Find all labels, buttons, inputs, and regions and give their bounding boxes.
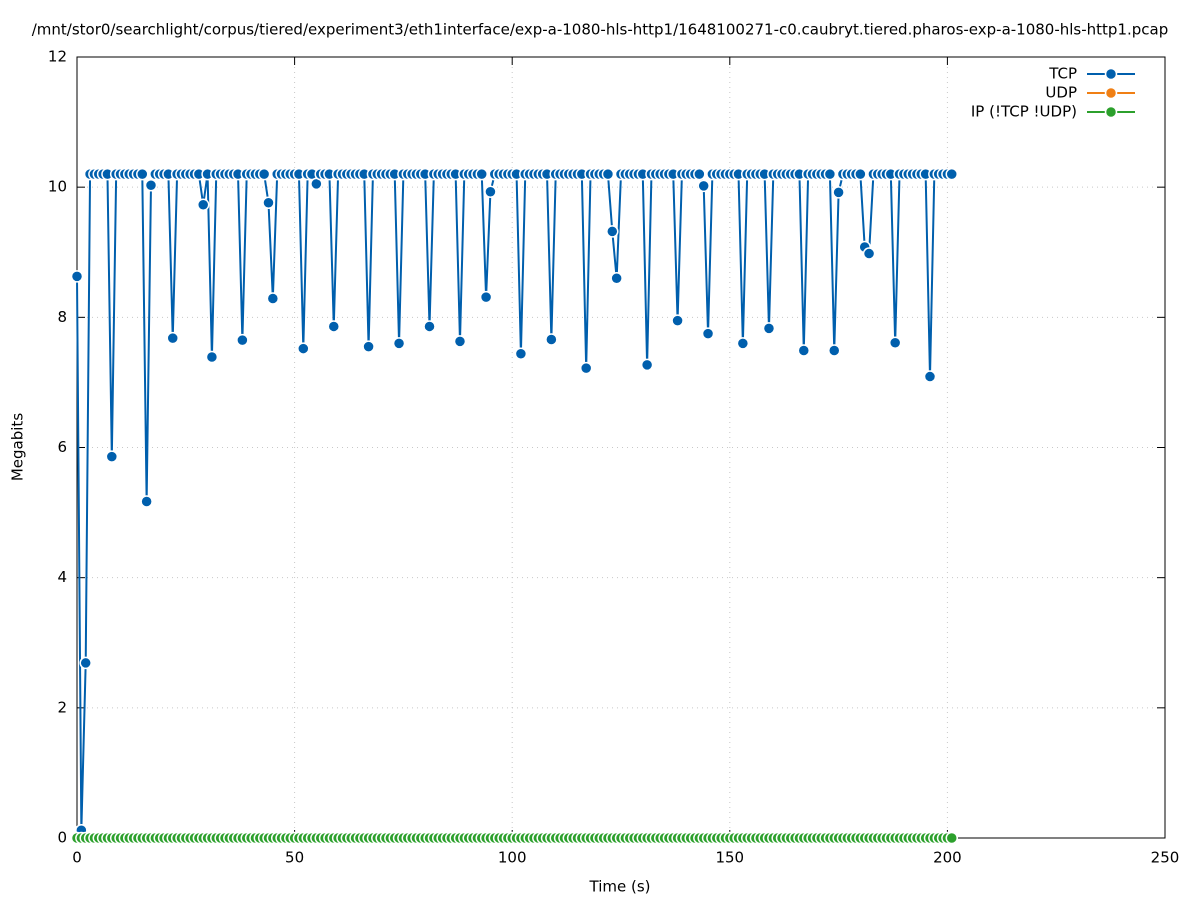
data-point	[736, 337, 750, 350]
data-point	[327, 320, 341, 333]
legend-marker	[1104, 105, 1118, 119]
data-point	[196, 198, 210, 211]
y-tick-label: 8	[57, 308, 67, 326]
data-point	[205, 350, 219, 364]
data-point	[262, 196, 275, 210]
data-point	[140, 495, 153, 508]
data-point	[105, 450, 119, 463]
y-tick-label: 0	[57, 829, 67, 847]
data-point	[923, 370, 937, 383]
data-point	[475, 167, 488, 181]
y-tick-label: 6	[57, 438, 67, 456]
data-point	[671, 314, 684, 327]
data-point	[945, 831, 959, 845]
data-point	[453, 335, 467, 348]
data-point	[693, 167, 706, 181]
data-point	[697, 179, 710, 193]
data-point	[479, 290, 493, 304]
data-point	[79, 656, 92, 670]
data-point	[945, 167, 959, 181]
data-point	[640, 358, 654, 372]
x-tick-label: 100	[498, 849, 527, 867]
data-point	[70, 270, 84, 283]
y-axis-label: Megabits	[9, 413, 27, 481]
data-point	[610, 272, 623, 285]
data-point	[297, 342, 310, 355]
legend-label: IP (!TCP !UDP)	[971, 103, 1077, 121]
data-point	[514, 347, 528, 361]
data-point	[257, 167, 271, 181]
x-tick-label: 150	[715, 849, 744, 867]
legend-marker	[1104, 67, 1118, 81]
data-point	[797, 344, 811, 357]
data-point	[701, 327, 715, 340]
y-tick-label: 12	[48, 48, 67, 66]
data-point	[606, 225, 619, 238]
x-tick-label: 250	[1151, 849, 1180, 867]
x-tick-label: 50	[285, 849, 304, 867]
series-line	[76, 173, 952, 831]
data-point	[827, 344, 841, 357]
data-point	[888, 336, 902, 349]
legend-label: UDP	[1045, 84, 1077, 102]
data-point	[762, 322, 776, 335]
x-axis-label: Time (s)	[589, 878, 651, 896]
x-tick-label: 0	[72, 849, 82, 867]
series	[70, 167, 959, 837]
y-tick-label: 10	[48, 178, 67, 196]
data-point	[362, 340, 375, 353]
data-point	[484, 185, 497, 198]
data-point	[862, 247, 876, 260]
data-point	[545, 333, 558, 346]
data-point	[423, 320, 436, 333]
data-point	[823, 167, 837, 181]
data-point	[854, 167, 867, 181]
legend-marker	[1104, 86, 1118, 100]
data-point	[166, 331, 179, 345]
data-point	[266, 292, 280, 305]
data-point	[236, 333, 249, 347]
series	[70, 831, 959, 845]
legend-label: TCP	[1048, 65, 1077, 83]
data-point	[601, 167, 615, 181]
data-point	[136, 167, 149, 181]
data-point	[832, 186, 845, 199]
data-point	[579, 361, 593, 375]
data-point	[144, 178, 158, 192]
chart-title: /mnt/stor0/searchlight/corpus/tiered/exp…	[32, 21, 1169, 39]
y-tick-label: 2	[57, 698, 67, 716]
x-tick-label: 200	[933, 849, 962, 867]
y-tick-label: 4	[57, 568, 67, 586]
data-point	[392, 337, 406, 350]
